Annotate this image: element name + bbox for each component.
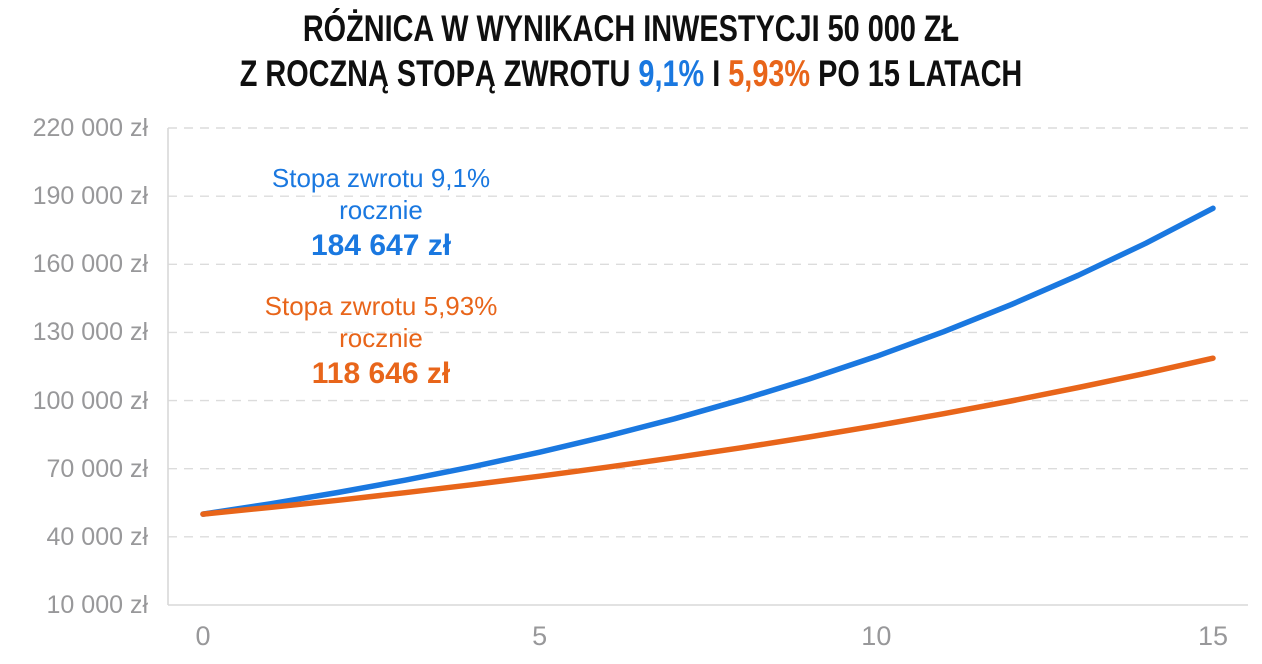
annotation-blue-value: 184 647 zł — [310, 229, 452, 262]
title-rate-blue: 9,1% — [638, 53, 705, 94]
x-axis-label: 0 — [195, 621, 211, 651]
title-text-mid: I — [712, 53, 721, 94]
annotation-orange-name2: rocznie — [339, 323, 423, 353]
y-axis-label: 130 000 zł — [32, 318, 148, 347]
annotation-orange-name: Stopa zwrotu 5,93% — [264, 291, 498, 321]
y-axis-label: 160 000 zł — [32, 250, 148, 279]
annotation-series-orange: Stopa zwrotu 5,93% rocznie 118 646 zł — [216, 290, 546, 394]
title-rate-orange: 5,93% — [728, 53, 811, 94]
annotation-blue-name2: rocznie — [339, 195, 423, 225]
annotation-orange-value: 118 646 zł — [311, 357, 451, 390]
y-axis-label: 40 000 zł — [46, 522, 148, 551]
series-line-blue — [200, 205, 1216, 517]
annotation-series-blue: Stopa zwrotu 9,1% rocznie 184 647 zł — [216, 162, 546, 266]
y-axis-label: 70 000 zł — [46, 454, 148, 483]
chart-title-line2: Z ROCZNĄ STOPĄ ZWROTU 9,1% I 5,93% PO 15… — [139, 51, 1123, 96]
chart-title-line1: RÓŻNICA W WYNIKACH INWESTYCJI 50 000 ZŁ — [139, 6, 1123, 51]
x-axis-label: 15 — [1197, 621, 1229, 651]
chart-title: RÓŻNICA W WYNIKACH INWESTYCJI 50 000 ZŁ … — [0, 6, 1262, 96]
series-line-orange — [200, 355, 1216, 517]
x-axis-label: 10 — [861, 621, 892, 651]
y-axis-label: 100 000 zł — [32, 386, 148, 415]
title-text-prefix: Z ROCZNĄ STOPĄ ZWROTU — [239, 53, 631, 94]
y-axis-label: 220 000 zł — [32, 114, 148, 142]
title-text-suffix: PO 15 LATACH — [818, 53, 1023, 94]
annotation-blue-name: Stopa zwrotu 9,1% — [271, 163, 491, 193]
y-axis-label: 190 000 zł — [32, 182, 148, 211]
y-axis-label: 10 000 zł — [46, 591, 148, 619]
x-axis-label: 5 — [532, 621, 548, 651]
title-text-line1: RÓŻNICA W WYNIKACH INWESTYCJI 50 000 ZŁ — [302, 8, 960, 49]
